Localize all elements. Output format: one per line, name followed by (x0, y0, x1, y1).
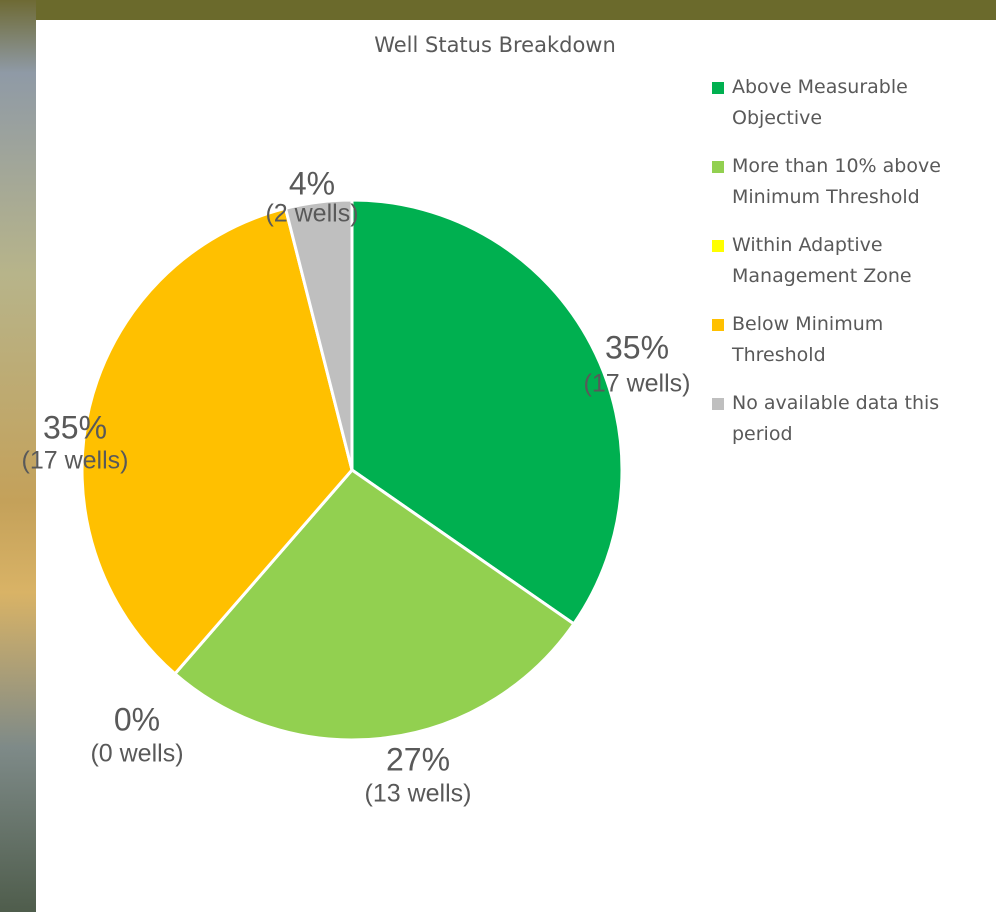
legend-item: Below Minimum Threshold (712, 309, 982, 371)
legend-swatch (712, 161, 724, 173)
chart-title: Well Status Breakdown (374, 33, 616, 57)
pie-slice (283, 198, 354, 471)
legend-label: Above Measurable Objective (732, 76, 908, 129)
legend: Above Measurable Objective More than 10% … (712, 72, 982, 467)
value-label: 0% (114, 701, 160, 737)
legend-label: More than 10% above Minimum Threshold (732, 155, 941, 208)
count-label: (2 wells) (265, 200, 358, 228)
legend-item: Above Measurable Objective (712, 72, 982, 134)
legend-swatch (712, 319, 724, 331)
count-label: (13 wells) (365, 780, 472, 808)
value-label: 4% (289, 165, 335, 201)
legend-item: More than 10% above Minimum Threshold (712, 151, 982, 213)
legend-item: Within Adaptive Management Zone (712, 230, 982, 292)
legend-label: No available data this period (732, 392, 940, 445)
value-label: 35% (43, 409, 107, 445)
count-label: (17 wells) (584, 370, 691, 398)
legend-item: No available data this period (712, 388, 982, 450)
header-band (0, 0, 996, 20)
pie-slice (80, 206, 354, 676)
pie-slice (350, 198, 624, 626)
background-strip (0, 0, 36, 912)
value-label: 27% (386, 741, 450, 777)
legend-label: Within Adaptive Management Zone (732, 234, 912, 287)
value-label: 35% (605, 329, 669, 365)
legend-swatch (712, 240, 724, 252)
pie-slice (172, 468, 576, 742)
count-label: (0 wells) (90, 740, 183, 768)
legend-label: Below Minimum Threshold (732, 313, 884, 366)
legend-swatch (712, 82, 724, 94)
legend-swatch (712, 398, 724, 410)
count-label: (17 wells) (22, 447, 129, 475)
